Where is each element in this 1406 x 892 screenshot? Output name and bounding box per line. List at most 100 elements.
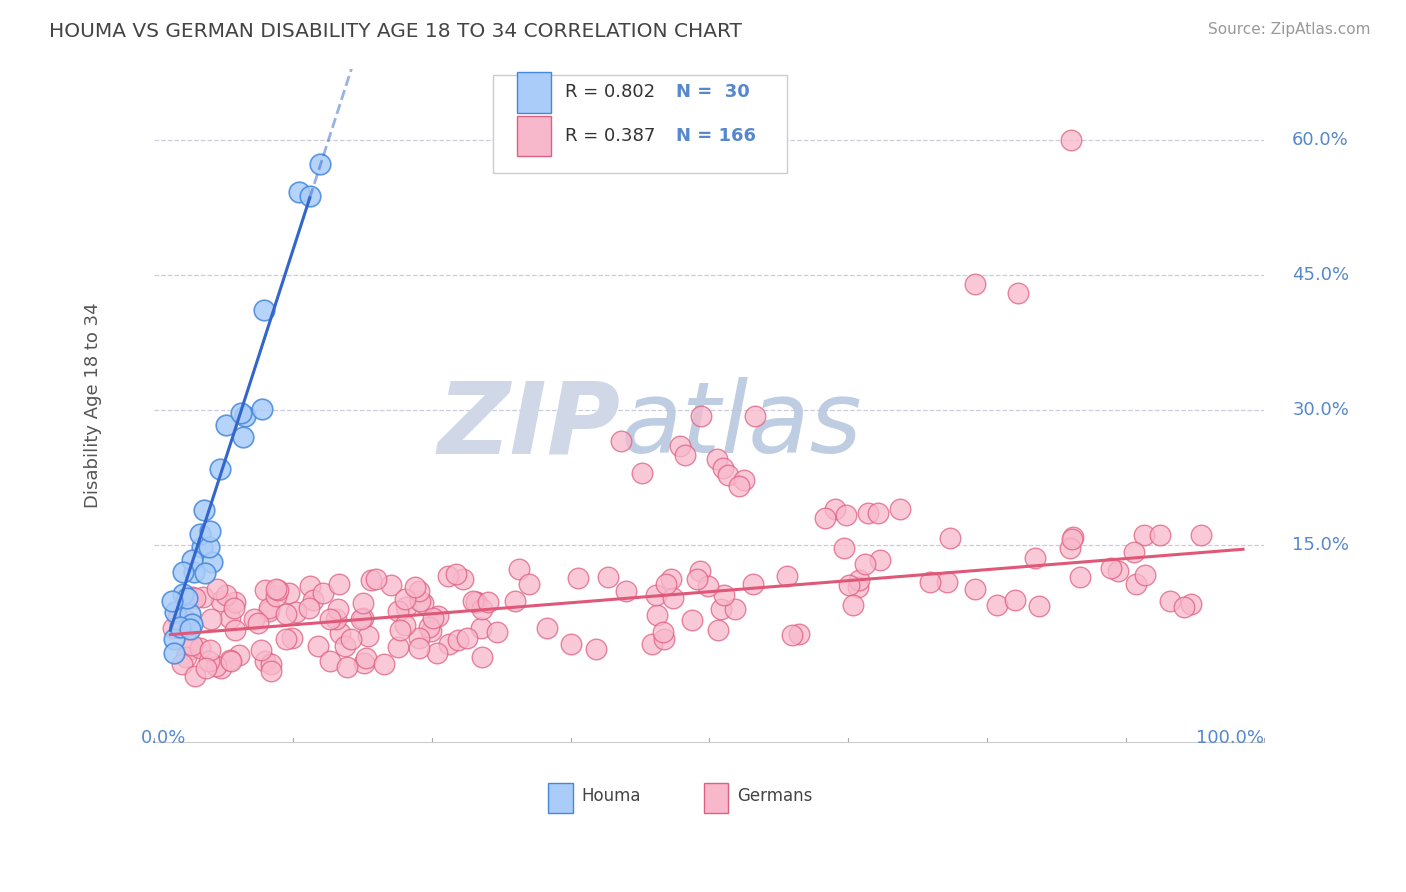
Point: [298, 579, 321, 593]
Text: 100.0%: 100.0%: [1197, 729, 1264, 747]
Point: [340, 632, 363, 646]
Point: [461, 593, 484, 607]
Text: Source: ZipAtlas.com: Source: ZipAtlas.com: [1208, 22, 1371, 37]
Point: [328, 577, 350, 591]
Point: [169, 621, 191, 635]
Point: [920, 575, 942, 590]
FancyBboxPatch shape: [704, 783, 728, 814]
Point: [163, 605, 186, 619]
Text: ZIP: ZIP: [437, 377, 620, 475]
Point: [243, 612, 266, 626]
Point: [163, 646, 186, 660]
Point: [1133, 528, 1156, 542]
Point: [832, 541, 855, 555]
Point: [209, 594, 232, 608]
Point: [364, 572, 387, 586]
Point: [172, 587, 194, 601]
Point: [869, 553, 891, 567]
Point: [179, 622, 201, 636]
Point: [389, 623, 412, 637]
Text: 60.0%: 60.0%: [1292, 131, 1348, 149]
Point: [503, 594, 526, 608]
Point: [183, 566, 205, 580]
Point: [744, 409, 766, 424]
Point: [224, 623, 246, 637]
Point: [254, 583, 277, 598]
Point: [250, 642, 273, 657]
Point: [965, 582, 987, 596]
Point: [247, 615, 270, 630]
Point: [560, 637, 582, 651]
Point: [409, 593, 432, 607]
Point: [394, 591, 416, 606]
Point: [307, 640, 329, 654]
Point: [655, 576, 678, 591]
Point: [477, 594, 499, 608]
Point: [727, 479, 749, 493]
Point: [352, 611, 374, 625]
Text: N = 166: N = 166: [676, 128, 756, 145]
Point: [325, 611, 347, 625]
Point: [172, 657, 194, 672]
Point: [659, 573, 682, 587]
Point: [838, 578, 860, 592]
Point: [394, 618, 416, 632]
Point: [470, 621, 492, 635]
Point: [215, 588, 238, 602]
Point: [288, 186, 311, 200]
Point: [319, 654, 342, 668]
Point: [232, 430, 254, 444]
Point: [408, 631, 430, 645]
Point: [447, 633, 470, 648]
Point: [733, 473, 755, 487]
Point: [856, 506, 879, 520]
Point: [963, 277, 986, 292]
Point: [465, 595, 488, 609]
Point: [868, 506, 890, 520]
Point: [742, 577, 765, 591]
Point: [276, 607, 298, 621]
Point: [335, 639, 357, 653]
Point: [1173, 599, 1195, 614]
Point: [198, 643, 221, 657]
Point: [380, 578, 402, 592]
Point: [780, 628, 803, 642]
Point: [179, 607, 201, 621]
Point: [360, 574, 382, 588]
Point: [224, 595, 246, 609]
Point: [176, 591, 198, 605]
Point: [190, 541, 212, 555]
Point: [938, 532, 960, 546]
Point: [191, 590, 214, 604]
Point: [437, 637, 460, 651]
Point: [354, 651, 377, 665]
Point: [181, 617, 204, 632]
Point: [328, 601, 350, 615]
Point: [253, 654, 276, 668]
Point: [162, 620, 184, 634]
Point: [427, 608, 450, 623]
Point: [194, 566, 217, 581]
Point: [197, 654, 219, 668]
Point: [889, 501, 911, 516]
Point: [309, 157, 332, 171]
Point: [614, 583, 637, 598]
Point: [1133, 567, 1156, 582]
Point: [707, 624, 730, 638]
Point: [669, 439, 692, 453]
Point: [200, 524, 222, 538]
Point: [824, 501, 846, 516]
Point: [184, 669, 207, 683]
Point: [1024, 551, 1046, 566]
Point: [1159, 594, 1181, 608]
Point: [517, 577, 540, 591]
Point: [274, 632, 297, 646]
Point: [1062, 530, 1084, 544]
Point: [312, 585, 335, 599]
Point: [1062, 532, 1084, 546]
Point: [673, 448, 696, 462]
Point: [651, 625, 673, 640]
Point: [1069, 570, 1091, 584]
Point: [298, 189, 321, 203]
Text: HOUMA VS GERMAN DISABILITY AGE 18 TO 34 CORRELATION CHART: HOUMA VS GERMAN DISABILITY AGE 18 TO 34 …: [49, 22, 742, 41]
